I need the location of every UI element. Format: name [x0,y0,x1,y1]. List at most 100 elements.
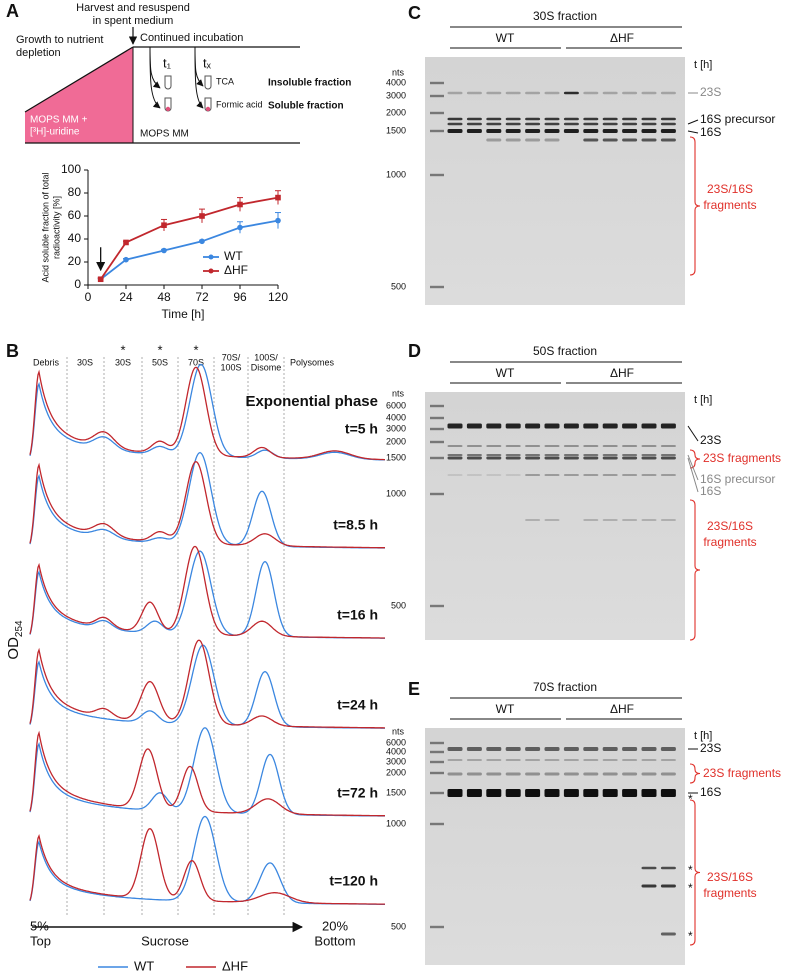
gel-band [486,129,502,133]
diagram-text: in spent medium [93,15,174,27]
panel-label: B [6,341,19,361]
gel-band [447,772,463,776]
gel-band [505,772,521,776]
gel-band [505,747,521,751]
marker-size: 4000 [386,77,406,87]
annotation: 16S precursor [700,472,775,486]
brace [689,449,701,469]
y-tick-label: 40 [68,231,82,245]
gel-band [622,519,638,521]
gel-band [544,772,560,776]
diagram-a [24,27,300,144]
fraction-label: 70S/ [222,352,241,362]
gel-band [602,91,618,95]
gel-band [544,789,560,797]
axis-text: 5% [30,918,49,933]
gel-band [622,456,638,460]
growth-area [25,47,133,143]
gel-band [602,129,618,133]
gel-band [641,884,657,888]
fraction-label: Disome [251,362,282,372]
gel-band [641,138,657,142]
gel-band [641,474,657,476]
marker-band [430,456,444,460]
marker-band [430,925,444,929]
data-point [237,201,243,208]
gel-band [563,454,579,456]
y-axis-label: radioactivity [%] [51,196,61,259]
gel-band [447,454,463,456]
gel-band [641,789,657,797]
marker-size: 4000 [386,746,406,756]
annotation-star: * [688,929,693,943]
gel-band [505,138,521,142]
gel-band [505,423,521,429]
gel-band [660,759,676,761]
gel-band [641,423,657,429]
gel-image [425,392,685,640]
growth-line [24,46,134,113]
od-label: OD254 [5,620,25,660]
gel-band [660,122,676,126]
leader [687,425,699,442]
legend-marker [208,254,214,260]
gel-band [486,117,502,121]
x-tick-label: 0 [85,290,92,304]
gel-band [505,759,521,761]
fraction-label: 30S [115,357,131,367]
annotation: 16S [700,785,721,799]
gel-band [583,117,599,121]
gel-band [660,866,676,870]
gel-band [544,138,560,142]
gel-band [447,445,463,447]
gel-band [466,759,482,761]
marker-size: 500 [391,921,406,931]
gel-band [602,789,618,797]
x-axis-label: Time [h] [162,307,205,321]
leader [687,454,699,481]
peak-star: * [120,342,125,357]
gel-band [447,456,463,460]
gel-band [622,445,638,447]
gel-band [622,747,638,751]
profile-wt [29,815,385,905]
annotation: fragments [703,198,756,212]
gel-title: 50S fraction [533,344,597,358]
annotation: 16S [700,125,721,139]
brace [689,799,701,946]
gel-band [544,129,560,133]
gel-band [505,122,521,126]
phase-label: Exponential phase [245,393,378,410]
data-point [123,239,129,246]
diagram-text: [³H]-uridine [30,127,80,138]
gel-band [563,474,579,476]
gel-band [641,772,657,776]
annotation-star: * [688,792,693,806]
units-label: nts [392,388,405,398]
gel-band [641,866,657,870]
marker-band [430,760,444,764]
marker-size: 6000 [386,400,406,410]
branch-arrow [194,46,204,87]
gel-band [660,747,676,751]
marker-band [430,111,444,115]
leader [687,119,699,125]
annotation: 16S precursor [700,112,775,126]
legend-marker [208,268,214,274]
gel-band [622,789,638,797]
gel-band [544,122,560,126]
tube-liquid [205,106,211,112]
gel-band [486,423,502,429]
time-label: t=72 h [337,785,378,801]
gel-band [505,117,521,121]
gel-band [563,91,579,95]
marker-size: 1500 [386,787,406,797]
axis-text: Top [30,933,51,948]
gel-band [447,759,463,761]
peak-star: * [193,342,198,357]
annotation: 23S/16S [707,182,753,196]
gel-band [466,772,482,776]
branch-arrow [194,46,204,109]
group-label: ΔHF [610,31,634,45]
gel-band [525,122,541,126]
